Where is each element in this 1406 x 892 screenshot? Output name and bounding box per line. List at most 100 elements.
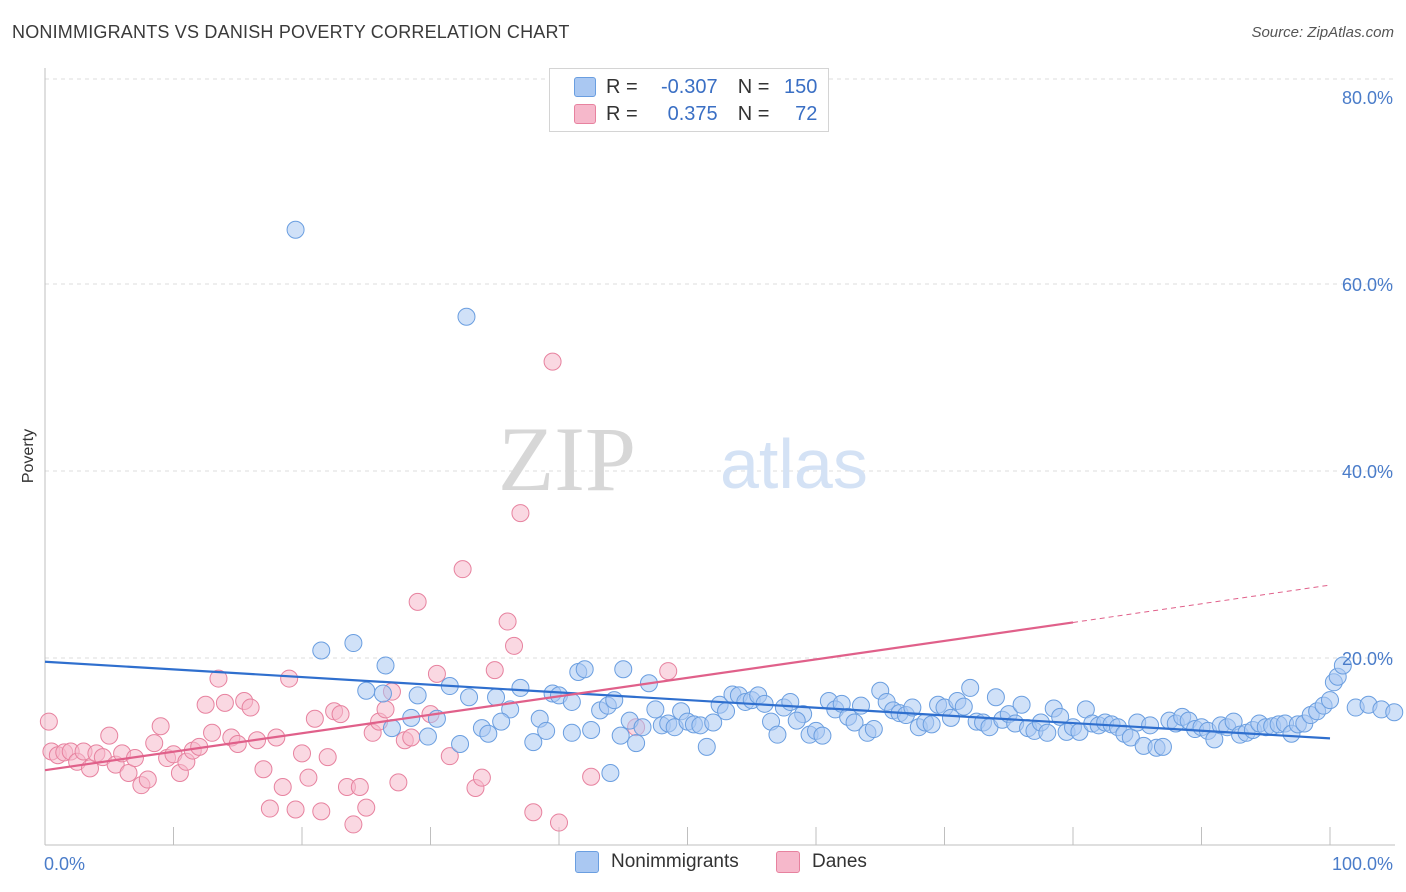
trend-line-danes-extension [1072,584,1331,623]
data-point [286,800,305,819]
trend-line-nonimmigrants [44,660,1331,740]
series-swatch-danes [776,851,800,873]
data-point [389,773,408,792]
legend-n-label: N = [737,102,770,125]
data-point [241,698,260,717]
y-axis-label: Poverty [20,429,37,483]
data-point [511,678,530,697]
data-point [312,802,331,821]
data-point [196,695,215,714]
data-point [659,662,678,681]
data-point [781,692,800,711]
data-point [318,748,337,767]
data-point [537,721,556,740]
data-point [254,760,273,779]
legend-row-nonimmigrants: R = -0.307 N = 150 [574,75,817,99]
data-point [376,700,395,719]
legend-n-value: 72 [795,102,818,125]
data-point [280,669,299,688]
data-point [611,726,630,745]
y-tick-label: 40.0% [1342,462,1393,482]
data-point [487,688,506,707]
data-point [138,770,157,789]
legend-r-value: 0.375 [667,102,718,125]
data-point [357,798,376,817]
data-point [605,691,624,710]
data-point [472,768,491,787]
data-point [479,724,498,743]
data-point [813,726,832,745]
trend-lines [44,584,1331,772]
data-point [453,560,472,579]
legend-swatch-danes [574,104,596,124]
data-point [402,728,421,747]
data-point [768,725,787,744]
legend-r-label: R = [606,75,638,98]
data-point [357,681,376,700]
data-point [408,592,427,611]
data-point [922,715,941,734]
data-point [550,813,568,832]
data-point [299,768,318,787]
data-point [209,669,228,688]
data-point [575,660,594,679]
series-label-nonimmigrants: Nonimmigrants [611,851,739,872]
data-point [451,735,470,754]
series-legend: Nonimmigrants Danes [0,851,1406,879]
data-point [1321,691,1339,710]
data-point [505,636,524,655]
data-point [344,634,363,653]
y-tick-label: 60.0% [1342,275,1393,295]
y-tick-label: 80.0% [1342,88,1393,108]
data-point [312,641,331,660]
data-point [460,688,479,707]
series-legend-nonimmigrants: Nonimmigrants [575,851,739,873]
data-point [562,723,581,742]
data-point [697,737,716,756]
data-point [582,720,601,739]
data-point [145,734,164,753]
data-point [427,664,446,683]
data-point [1333,656,1352,675]
x-tick-labels: 0.0% 100.0% [44,854,1393,874]
grid-lines [45,78,1395,659]
data-point [408,686,427,705]
chart-title: NONIMMIGRANTS VS DANISH POVERTY CORRELAT… [12,22,570,42]
data-point [511,504,530,523]
data-point [601,764,620,783]
series-legend-danes: Danes [776,851,867,873]
legend-n-label: N = [737,75,770,98]
data-point [954,697,973,716]
legend: R = -0.307 N = 150 R = 0.375 N = 72 [549,68,829,132]
data-point [961,678,980,697]
watermark: ZIP atlas [498,408,868,510]
data-point [1141,716,1160,735]
data-point [260,799,279,818]
data-point [39,712,58,731]
data-point [498,612,517,631]
data-point [100,726,119,745]
legend-n-value: 150 [784,75,818,98]
data-point [501,700,520,719]
data-point [492,712,511,731]
trend-line-danes [44,621,1074,772]
data-point [787,711,806,730]
legend-swatch-nonimmigrants [574,77,596,97]
data-point [864,720,883,739]
data-point [1038,723,1057,742]
data-point [646,700,665,719]
data-point [293,744,311,763]
data-point [524,733,543,752]
data-point [1121,728,1140,747]
data-point [305,709,324,728]
data-point [543,352,562,371]
data-point [845,713,864,732]
data-point [903,698,922,717]
source-label: Source: ZipAtlas.com [1251,24,1394,41]
series-label-danes: Danes [812,851,867,872]
nonimmigrants-points [286,220,1404,783]
watermark-atlas: atlas [720,425,868,503]
x-tick-label: 0.0% [44,854,85,874]
data-point [151,717,170,736]
legend-r-value: -0.307 [660,75,718,98]
